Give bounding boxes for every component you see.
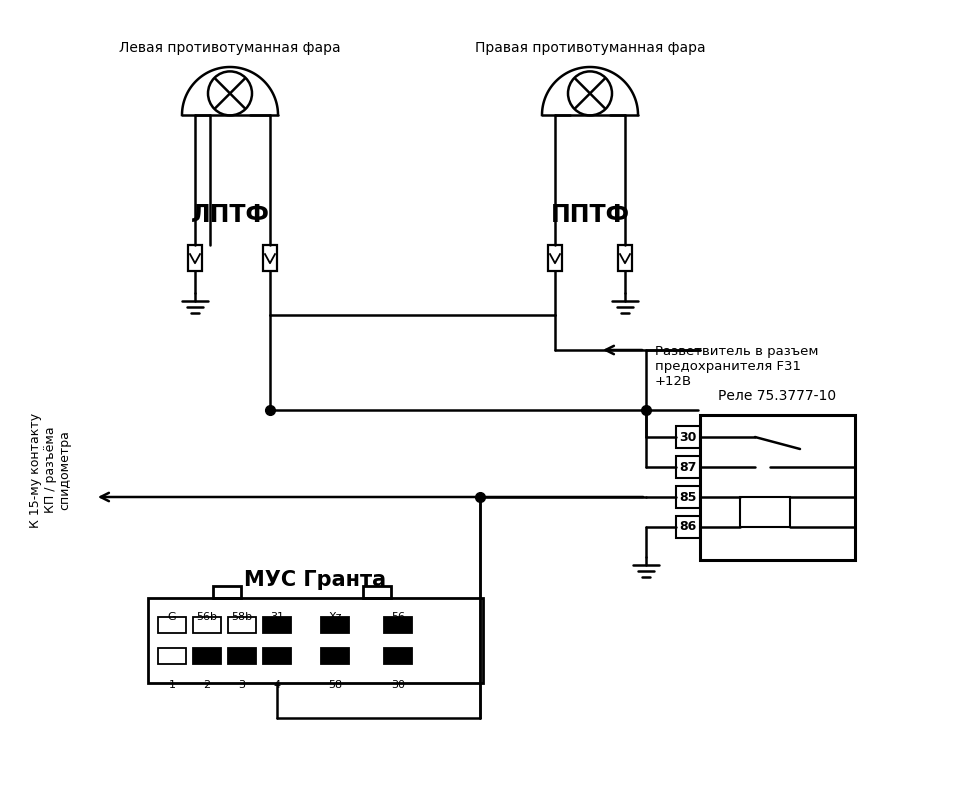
- Text: 56b: 56b: [197, 612, 218, 622]
- Bar: [384, 617, 412, 633]
- Text: 85: 85: [680, 490, 697, 504]
- Bar: [158, 648, 186, 664]
- Bar: [363, 586, 391, 598]
- Bar: [158, 617, 186, 633]
- Bar: [700, 415, 855, 560]
- Bar: [676, 426, 700, 448]
- Text: 31: 31: [270, 612, 284, 622]
- Bar: [740, 497, 790, 527]
- Text: 1: 1: [169, 680, 176, 690]
- Bar: [193, 648, 221, 664]
- Bar: [193, 617, 221, 633]
- Bar: [228, 617, 256, 633]
- Bar: [188, 245, 202, 271]
- Bar: [384, 648, 412, 664]
- Text: К 15-му контакту
КП / разъёма
спидометра: К 15-му контакту КП / разъёма спидометра: [29, 412, 71, 527]
- Text: 87: 87: [680, 460, 697, 474]
- Bar: [676, 516, 700, 538]
- Text: 58b: 58b: [231, 612, 252, 622]
- Bar: [548, 245, 562, 271]
- Text: 30: 30: [391, 680, 405, 690]
- Bar: [321, 648, 349, 664]
- Text: Реле 75.3777-10: Реле 75.3777-10: [718, 389, 836, 403]
- Text: 56: 56: [391, 612, 405, 622]
- Text: 58: 58: [328, 680, 342, 690]
- Text: МУС Гранта: МУС Гранта: [245, 570, 387, 590]
- Text: 2: 2: [204, 680, 210, 690]
- Bar: [263, 245, 277, 271]
- Bar: [263, 648, 291, 664]
- Text: 3: 3: [238, 680, 246, 690]
- Bar: [618, 245, 632, 271]
- Text: Правая противотуманная фара: Правая противотуманная фара: [474, 41, 706, 55]
- Text: 30: 30: [680, 430, 697, 444]
- Text: Xz: Xz: [328, 612, 342, 622]
- Bar: [676, 486, 700, 508]
- Bar: [228, 648, 256, 664]
- Bar: [321, 617, 349, 633]
- Text: 86: 86: [680, 520, 697, 534]
- Text: Разветвитель в разъем
предохранителя F31
+12В: Разветвитель в разъем предохранителя F31…: [655, 345, 819, 388]
- Bar: [263, 617, 291, 633]
- Bar: [676, 456, 700, 478]
- Text: G: G: [168, 612, 177, 622]
- Text: 4: 4: [274, 680, 280, 690]
- Text: Левая противотуманная фара: Левая противотуманная фара: [119, 41, 341, 55]
- Text: ЛПТФ: ЛПТФ: [190, 203, 270, 227]
- Text: ППТФ: ППТФ: [550, 203, 630, 227]
- Bar: [213, 586, 241, 598]
- Bar: [148, 598, 483, 683]
